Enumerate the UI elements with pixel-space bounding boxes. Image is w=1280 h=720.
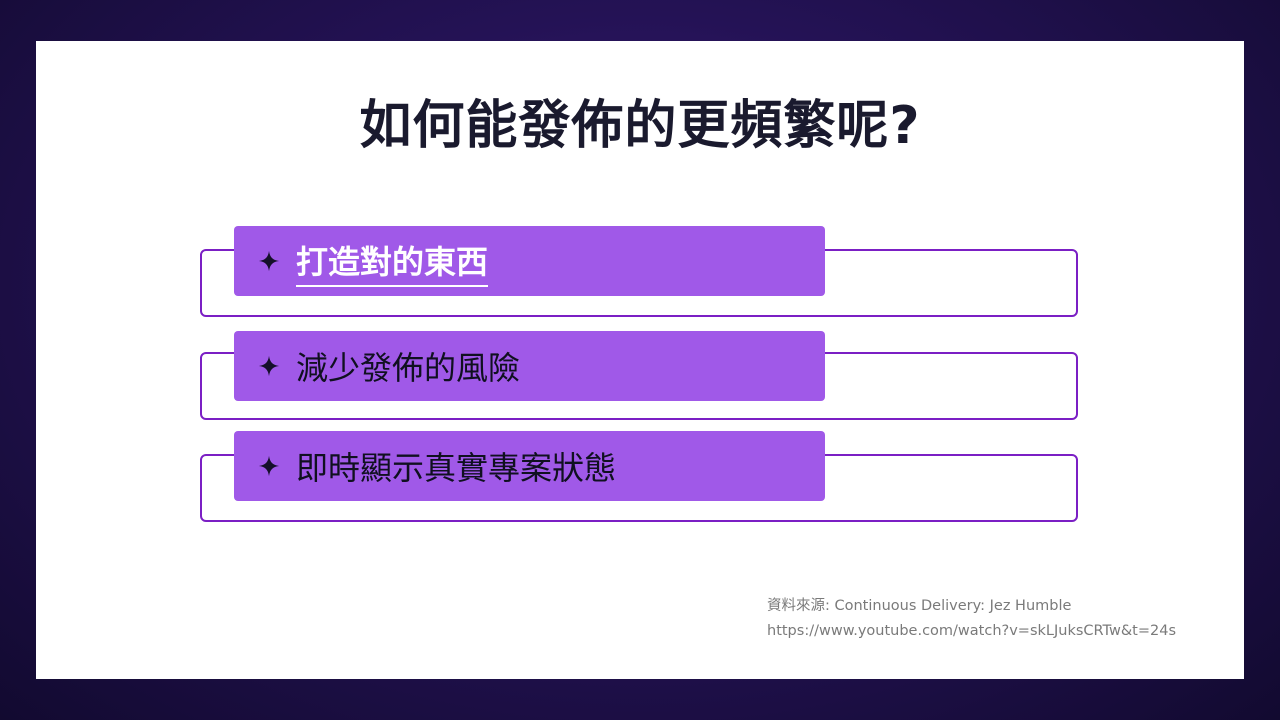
sparkle-star-icon	[258, 355, 280, 377]
list-item[interactable]: 減少發佈的風險	[234, 331, 825, 401]
sparkle-star-icon	[258, 455, 280, 477]
source-url[interactable]: https://www.youtube.com/watch?v=skLJuksC…	[767, 623, 1177, 639]
source-title: 資料來源: Continuous Delivery: Jez Humble	[767, 598, 1072, 614]
source-citation: 資料來源: Continuous Delivery: Jez Humble ht…	[767, 594, 1176, 644]
list-item[interactable]: 打造對的東西	[234, 226, 825, 296]
slide-canvas: 如何能發佈的更頻繁呢? 打造對的東西 減少發佈的風險 即時顯示真實專案狀態 資料…	[36, 41, 1244, 679]
list-item[interactable]: 即時顯示真實專案狀態	[234, 431, 825, 501]
list-item-label[interactable]: 打造對的東西	[296, 237, 489, 287]
list-item-label: 減少發佈的風險	[296, 349, 521, 387]
list-item-label: 即時顯示真實專案狀態	[296, 449, 617, 487]
sparkle-star-icon	[258, 250, 280, 272]
slide-title: 如何能發佈的更頻繁呢?	[359, 96, 921, 156]
